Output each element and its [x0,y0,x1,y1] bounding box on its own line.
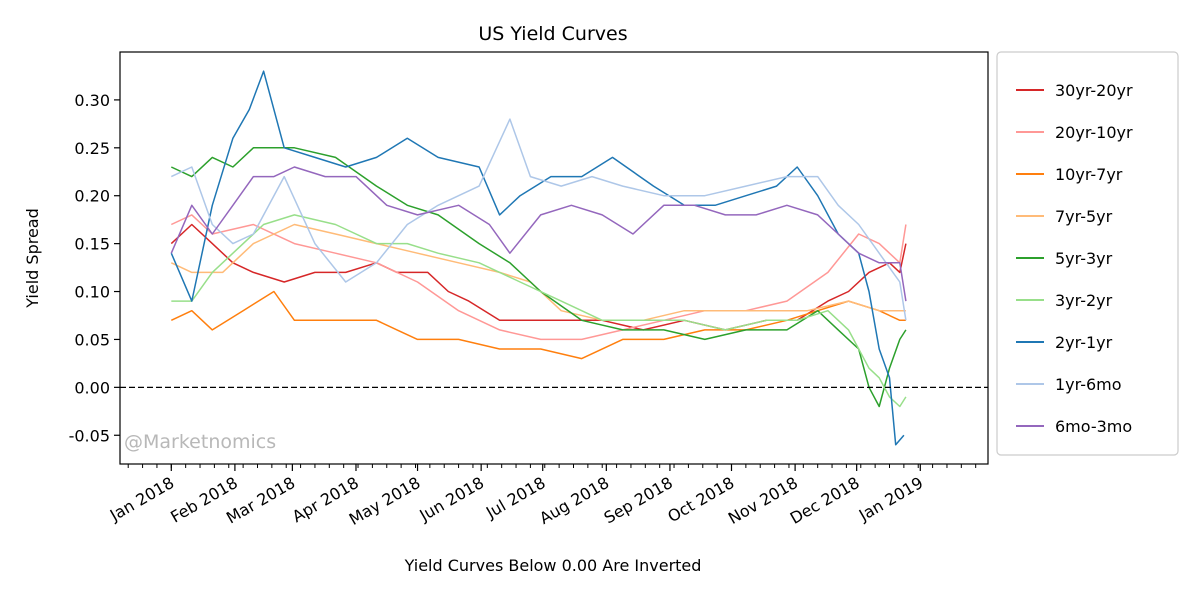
y-tick-label: 0.00 [74,378,110,397]
y-tick-label: -0.05 [69,426,110,445]
y-tick-label: 0.25 [74,139,110,158]
series-line-10yr-7yr [170,290,906,360]
series-line-7yr-5yr [170,223,906,322]
y-tick-label: 0.05 [74,330,110,349]
legend-label: 3yr-2yr [1055,291,1113,310]
legend-label: 7yr-5yr [1055,207,1113,226]
legend-box [996,51,1179,456]
chart-title: US Yield Curves [478,23,627,45]
legend-label: 20yr-10yr [1055,123,1133,142]
series-line-6mo-3mo [170,166,907,302]
watermark: @Marketnomics [124,431,276,453]
legend-label: 10yr-7yr [1055,165,1123,184]
y-tick-label: 0.15 [74,235,110,254]
legend-label: 5yr-3yr [1055,249,1113,268]
y-axis: -0.05 0.00 0.05 0.10 0.15 0.20 0.25 0.30 [69,91,120,445]
legend-label: 2yr-1yr [1055,333,1113,352]
plot-area: @Marketnomics [119,51,989,465]
legend-label: 6mo-3mo [1055,417,1132,436]
legend-label: 30yr-20yr [1055,81,1133,100]
legend-label: 1yr-6mo [1055,375,1122,394]
series-line-3yr-2yr [171,214,907,408]
series-line-1yr-6mo [170,118,907,321]
series-layer [170,70,907,446]
y-tick-label: 0.20 [74,187,110,206]
y-tick-label: 0.30 [74,91,110,110]
legend: 30yr-20yr 20yr-10yr 10yr-7yr 7yr-5yr 5yr-3yr… [996,51,1179,456]
legend-items: 30yr-20yr 20yr-10yr 10yr-7yr 7yr-5yr 5yr-3yr… [1016,81,1133,436]
plot-background [120,52,988,464]
y-axis-label: Yield Spread [23,208,42,309]
y-tick-label: 0.10 [74,283,110,302]
x-axis-label: Yield Curves Below 0.00 Are Inverted [404,556,702,575]
series-line-30yr-20yr [170,223,907,331]
plot-frame [119,51,989,465]
series-line-5yr-3yr [170,147,907,408]
